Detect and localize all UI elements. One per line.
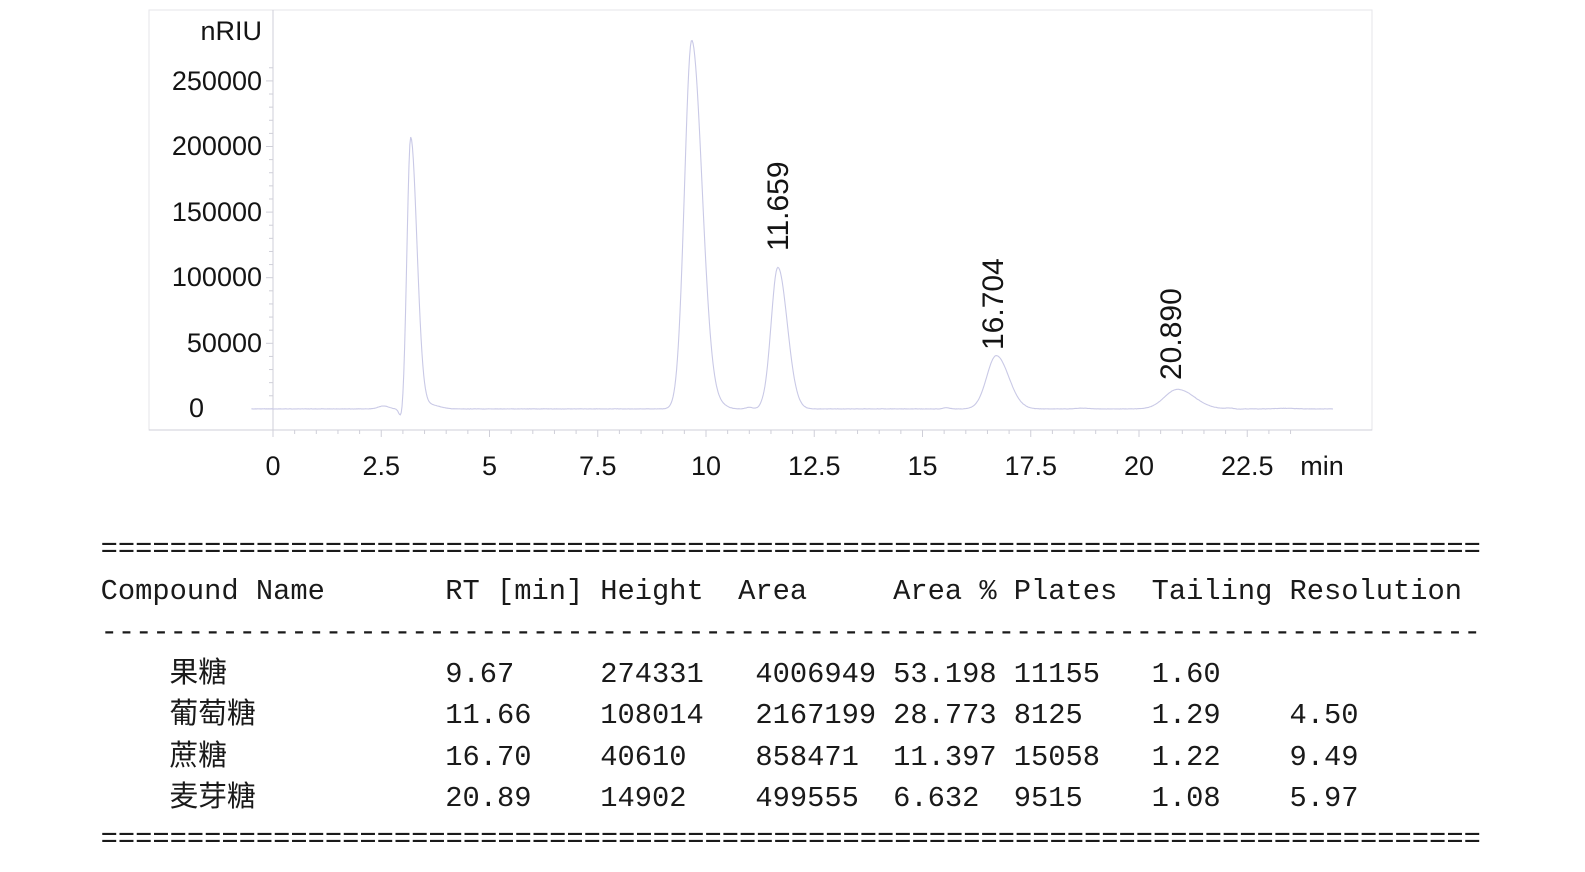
svg-text:16.704: 16.704 (977, 258, 1010, 350)
svg-text:20: 20 (1124, 451, 1154, 481)
svg-text:min: min (1300, 451, 1344, 481)
svg-text:22.5: 22.5 (1221, 451, 1274, 481)
svg-text:2.5: 2.5 (362, 451, 400, 481)
svg-text:5: 5 (482, 451, 497, 481)
svg-text:200000: 200000 (172, 131, 262, 161)
svg-text:0: 0 (189, 393, 204, 423)
svg-text:10: 10 (691, 451, 721, 481)
svg-text:50000: 50000 (187, 328, 262, 358)
svg-text:nRIU: nRIU (200, 16, 262, 46)
svg-text:11.659: 11.659 (762, 161, 795, 251)
svg-text:7.5: 7.5 (579, 451, 617, 481)
svg-text:150000: 150000 (172, 197, 262, 227)
svg-text:17.5: 17.5 (1004, 451, 1057, 481)
svg-text:0: 0 (265, 451, 280, 481)
svg-text:100000: 100000 (172, 262, 262, 292)
svg-text:20.890: 20.890 (1155, 288, 1188, 380)
svg-text:15: 15 (907, 451, 937, 481)
svg-text:250000: 250000 (172, 66, 262, 96)
svg-text:12.5: 12.5 (788, 451, 841, 481)
